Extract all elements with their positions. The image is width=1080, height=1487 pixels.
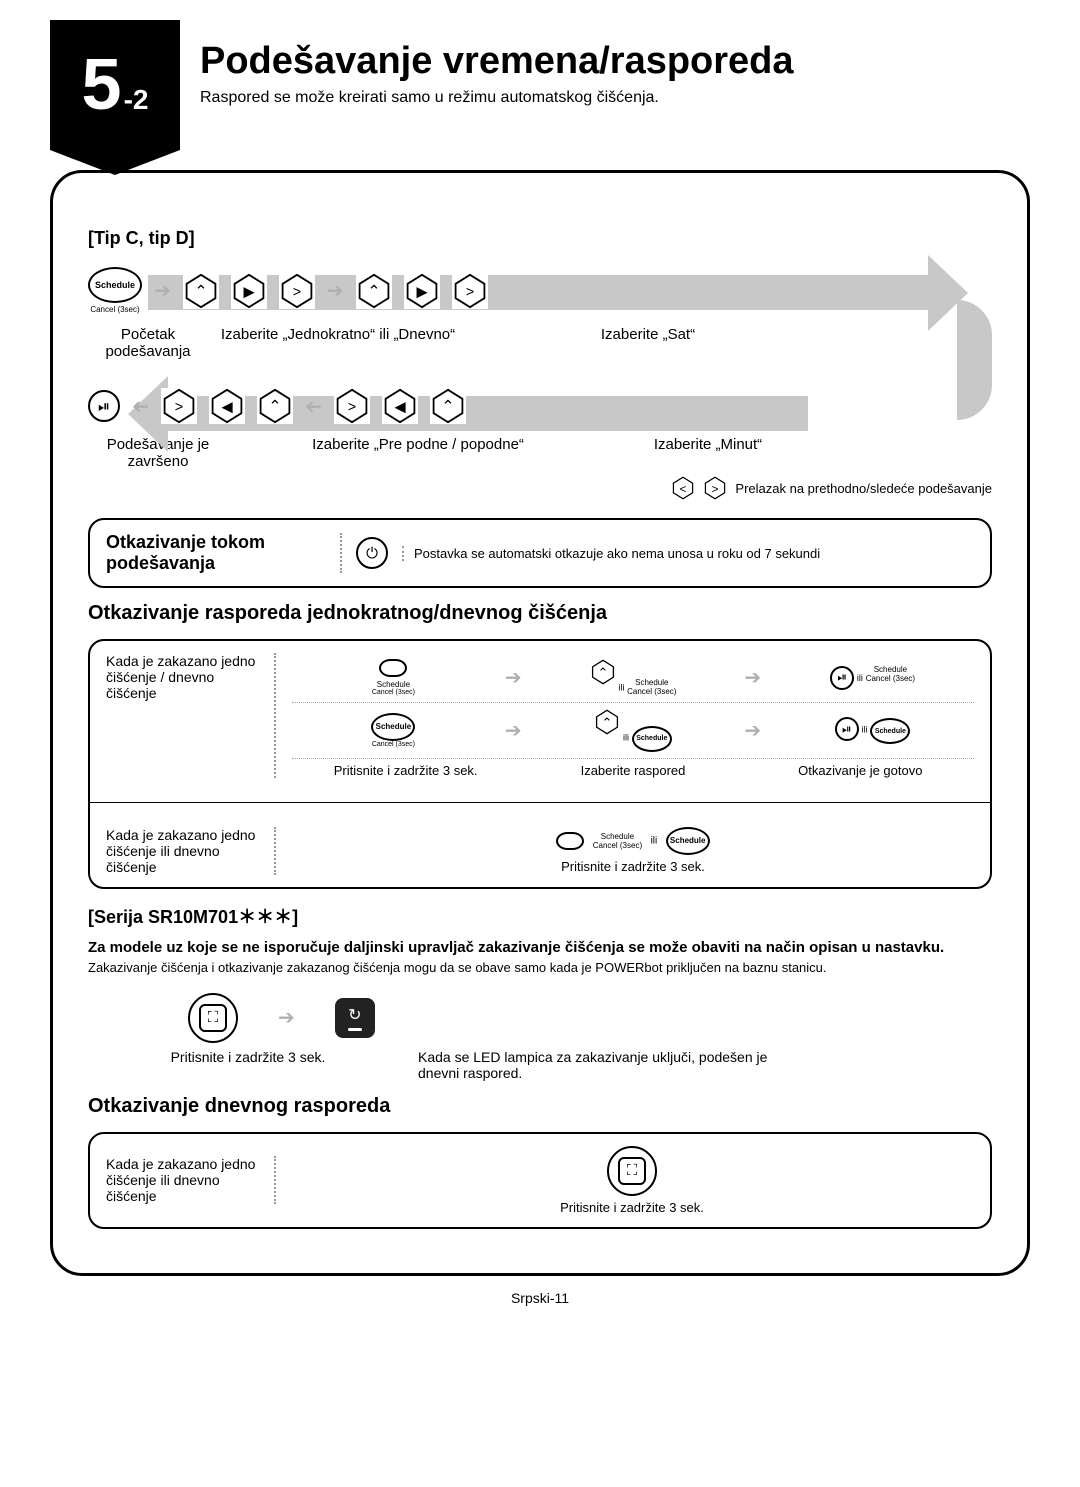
flow-diagram-2: ⏯ ➔ > ◀ ⌃ ➔ > ◀ ⌃ Podešavanje je završen bbox=[88, 380, 992, 500]
up-icon: ⌃ bbox=[590, 659, 616, 685]
cancel-daily-box: Kada je zakazano jedno čišćenje ili dnev… bbox=[88, 1132, 992, 1229]
device-button[interactable]: ⛶ bbox=[607, 1146, 657, 1196]
cancel-daily-caption: Pritisnite i zadržite 3 sek. bbox=[290, 1200, 974, 1215]
tip-label: [Tip C, tip D] bbox=[88, 228, 992, 249]
svg-text:◀: ◀ bbox=[394, 399, 405, 415]
prev-play-button[interactable]: ◀ bbox=[382, 388, 418, 424]
svg-text:>: > bbox=[712, 482, 719, 496]
prev-next-hint: < > Prelazak na prethodno/sledeće podeša… bbox=[88, 476, 992, 500]
up-button[interactable]: ⌃ bbox=[430, 388, 466, 424]
next-icon: > bbox=[703, 476, 727, 500]
svg-text:>: > bbox=[293, 284, 301, 300]
prev-icon: < bbox=[671, 476, 695, 500]
svg-text:▶: ▶ bbox=[243, 284, 254, 300]
cancel-during-box: Otkazivanje tokom podešavanja ⏻ Postavka… bbox=[88, 518, 992, 588]
arrow-right-icon: ➔ bbox=[744, 665, 761, 690]
cancel-left-both: Kada je zakazano jedno čišćenje / dnevno… bbox=[106, 653, 276, 778]
arrow-left-icon: ➔ bbox=[305, 394, 322, 419]
cancel-during-text: Postavka se automatski otkazuje ako nema… bbox=[402, 546, 820, 561]
section-badge: 5 -2 bbox=[50, 20, 180, 150]
header-row: 5 -2 Podešavanje vremena/rasporeda Raspo… bbox=[50, 40, 1030, 150]
series-flow-labels: Pritisnite i zadržite 3 sek. Kada se LED… bbox=[88, 1049, 992, 1081]
page-footer: Srpski-11 bbox=[50, 1290, 1030, 1306]
badge-number: 5 bbox=[82, 44, 122, 126]
arrow-right-icon: ➔ bbox=[505, 718, 522, 743]
svg-text:⌃: ⌃ bbox=[597, 665, 608, 680]
prev-play-button[interactable]: ◀ bbox=[209, 388, 245, 424]
schedule-led-icon: ↻ bbox=[335, 998, 375, 1038]
page-subtitle: Raspored se može kreirati samo u režimu … bbox=[200, 89, 794, 107]
svg-text:▶: ▶ bbox=[416, 284, 427, 300]
series-heading: [Serija SR10M701＊＊＊] bbox=[88, 903, 992, 929]
cancel-during-title: Otkazivanje tokom podešavanja bbox=[106, 532, 326, 574]
up-icon: ⌃ bbox=[594, 709, 620, 735]
series-bold-text: Za modele uz koje se ne isporučuje dalji… bbox=[88, 939, 992, 956]
caption-cancel-done: Otkazivanje je gotovo bbox=[747, 763, 974, 778]
svg-text:⌃: ⌃ bbox=[194, 282, 208, 300]
series-flow: ⛶ ➔ ↻ bbox=[88, 993, 992, 1043]
caption-press-hold: Pritisnite i zadržite 3 sek. bbox=[292, 859, 974, 874]
svg-text:⌃: ⌃ bbox=[602, 716, 613, 731]
cancel-schedule-heading: Otkazivanje rasporeda jednokratnog/dnevn… bbox=[88, 602, 992, 625]
cancel-daily-left: Kada je zakazano jedno čišćenje ili dnev… bbox=[106, 1156, 276, 1204]
next-button[interactable]: > bbox=[452, 273, 488, 309]
caption-select-schedule: Izaberite raspored bbox=[519, 763, 746, 778]
play-pause-button[interactable]: ⏯ bbox=[88, 390, 120, 422]
arrow-right-icon: ➔ bbox=[278, 1005, 295, 1030]
flow-row-1-labels: Početak podešavanja Izaberite „Jednokrat… bbox=[88, 326, 992, 360]
svg-text:>: > bbox=[175, 399, 183, 415]
flow-row-2: ⏯ ➔ > ◀ ⌃ ➔ > ◀ ⌃ bbox=[88, 380, 992, 432]
arrow-left-icon: ➔ bbox=[132, 394, 149, 419]
next-button[interactable]: > bbox=[161, 388, 197, 424]
next-button[interactable]: > bbox=[334, 388, 370, 424]
page-title: Podešavanje vremena/rasporeda bbox=[200, 40, 794, 83]
play-button[interactable]: ▶ bbox=[404, 273, 440, 309]
flow-diagram: Schedule Cancel (3sec) ➔ ⌃ ▶ > ➔ ⌃ ▶ > bbox=[88, 259, 992, 360]
play-pause-icon: ⏯ bbox=[830, 666, 854, 690]
device-button[interactable]: ⛶ bbox=[188, 993, 238, 1043]
svg-text:>: > bbox=[347, 399, 355, 415]
schedule-cancel-label: Cancel (3sec) bbox=[88, 305, 142, 314]
caption-press-hold: Pritisnite i zadržite 3 sek. bbox=[292, 763, 519, 778]
schedule-button[interactable]: Schedule bbox=[632, 726, 672, 752]
svg-text:⌃: ⌃ bbox=[441, 397, 455, 415]
arrow-right-icon: ➔ bbox=[505, 665, 522, 690]
up-button[interactable]: ⌃ bbox=[356, 273, 392, 309]
svg-text:⌃: ⌃ bbox=[367, 282, 381, 300]
cancel-row-device: Schedule Cancel (3sec) ➔ ⌃ ili Schedule … bbox=[292, 703, 974, 759]
series-sub-text: Zakazivanje čišćenja i otkazivanje zakaz… bbox=[88, 960, 992, 975]
schedule-button[interactable]: Schedule bbox=[666, 827, 710, 855]
schedule-button[interactable]: Schedule bbox=[870, 718, 910, 744]
cancel-schedule-box: Kada je zakazano jedno čišćenje / dnevno… bbox=[88, 639, 992, 889]
schedule-button[interactable]: Schedule bbox=[371, 713, 415, 741]
play-button[interactable]: ▶ bbox=[231, 273, 267, 309]
svg-text:◀: ◀ bbox=[221, 399, 232, 415]
cancel-daily-heading: Otkazivanje dnevnog rasporeda bbox=[88, 1095, 992, 1118]
flow-row-1: Schedule Cancel (3sec) ➔ ⌃ ▶ > ➔ ⌃ ▶ > bbox=[88, 259, 992, 322]
play-pause-icon: ⏯ bbox=[835, 717, 859, 741]
schedule-button[interactable]: Schedule bbox=[88, 267, 142, 303]
title-block: Podešavanje vremena/rasporeda Raspored s… bbox=[200, 40, 794, 107]
arrow-right-icon: ➔ bbox=[327, 278, 344, 303]
arrow-right-icon: ➔ bbox=[744, 718, 761, 743]
svg-text:⌃: ⌃ bbox=[268, 397, 282, 415]
next-button[interactable]: > bbox=[279, 273, 315, 309]
svg-text:>: > bbox=[465, 284, 473, 300]
main-frame: [Tip C, tip D] Schedule Cancel (3sec) ➔ … bbox=[50, 170, 1030, 1276]
cancel-left-either: Kada je zakazano jedno čišćenje ili dnev… bbox=[106, 827, 276, 875]
arrow-right-icon: ➔ bbox=[154, 278, 171, 303]
prev-next-hint-text: Prelazak na prethodno/sledeće podešavanj… bbox=[735, 481, 992, 496]
cancel-row-remote: Schedule Cancel (3sec) ➔ ⌃ ili ScheduleC… bbox=[292, 653, 974, 703]
power-icon[interactable]: ⏻ bbox=[356, 537, 388, 569]
badge-sub: -2 bbox=[124, 84, 149, 116]
up-button[interactable]: ⌃ bbox=[183, 273, 219, 309]
flow-row-2-labels: Podešavanje je završeno Izaberite „Pre p… bbox=[88, 436, 992, 470]
svg-text:<: < bbox=[680, 482, 687, 496]
up-button[interactable]: ⌃ bbox=[257, 388, 293, 424]
